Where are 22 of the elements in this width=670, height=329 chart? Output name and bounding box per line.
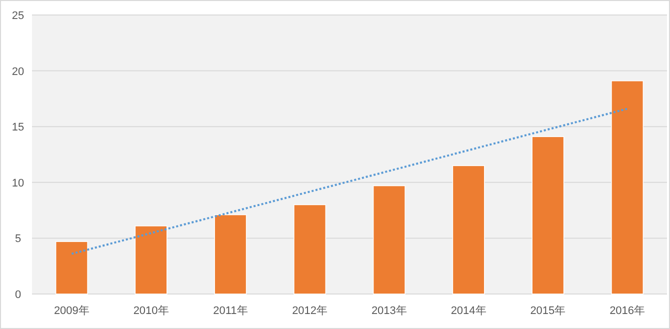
y-tick-label: 25 [12, 10, 24, 22]
bar [214, 214, 247, 294]
y-tick-label: 10 [12, 177, 24, 190]
bar [532, 136, 564, 294]
x-tick-label: 2012年 [292, 305, 328, 317]
bar [294, 204, 326, 294]
x-tick-label: 2014年 [450, 305, 486, 317]
bar [372, 185, 406, 294]
y-tick-label: 20 [12, 66, 24, 78]
bar [55, 241, 88, 294]
x-tick-label: 2011年 [213, 305, 248, 317]
y-tick-label: 0 [14, 289, 22, 301]
y-tick-label: 5 [14, 233, 22, 246]
y-tick-label: 15 [12, 122, 24, 134]
bar [452, 165, 485, 294]
bar [134, 226, 168, 294]
x-tick-label: 2010年 [133, 305, 169, 317]
x-tick-label: 2013年 [371, 305, 407, 317]
x-tick-label: 2009年 [54, 305, 90, 317]
x-tick-label: 2016年 [610, 305, 646, 317]
x-tick-label: 2015年 [530, 305, 566, 317]
bar [611, 80, 644, 294]
